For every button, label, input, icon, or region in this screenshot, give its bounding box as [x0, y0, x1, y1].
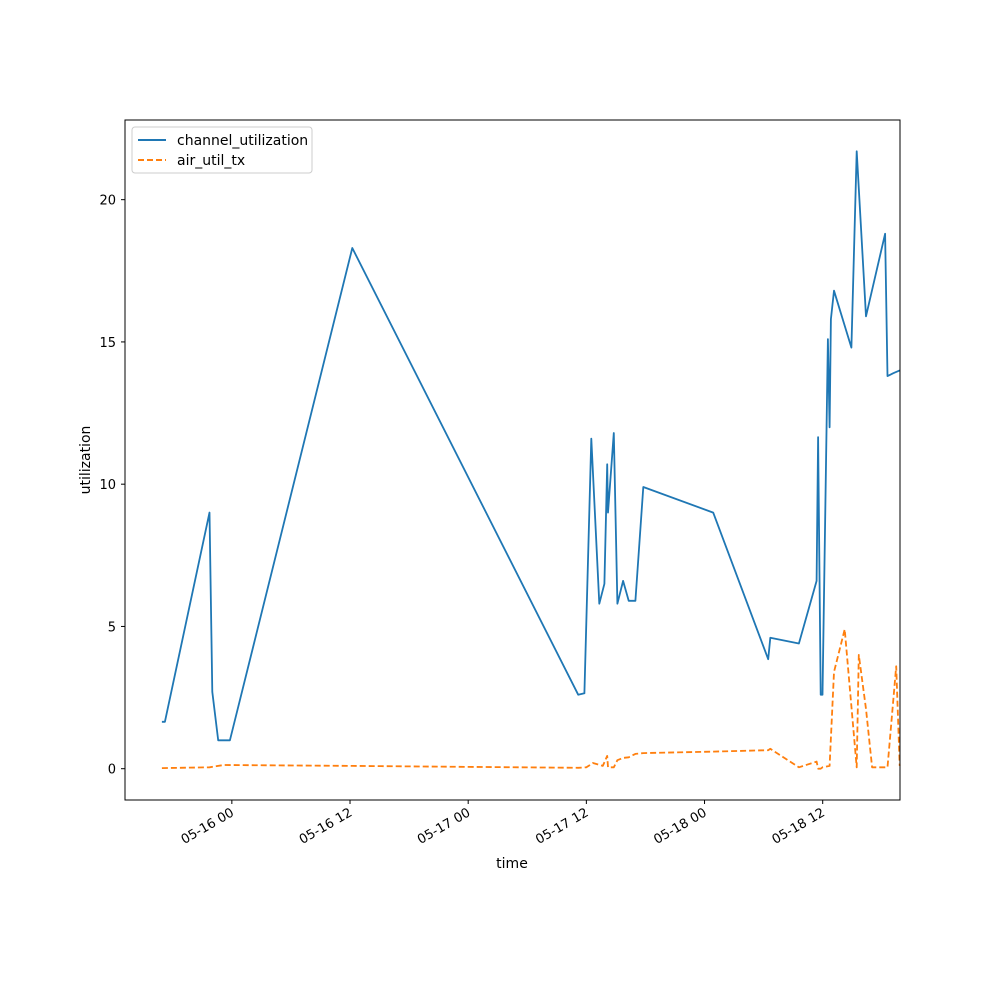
x-axis-title: time: [496, 856, 528, 872]
legend: channel_utilization air_util_tx: [131, 126, 313, 174]
legend-label-channel-utilization: channel_utilization: [177, 133, 308, 149]
y-tick-label: 15: [99, 336, 116, 351]
y-axis-title: utilization: [78, 426, 94, 495]
legend-box: [131, 126, 313, 174]
legend-label-air-util-tx: air_util_tx: [177, 153, 245, 169]
series-line-channel-utilization: [161, 150, 901, 742]
y-tick-label: 10: [99, 478, 116, 493]
y-axis: 0 5 10 15 20: [99, 194, 125, 778]
axes-frame: [124, 119, 901, 801]
y-tick-label: 5: [108, 620, 116, 635]
series-layer: [161, 150, 901, 770]
series-line-air-util-tx: [161, 628, 901, 770]
y-tick-label: 20: [99, 194, 116, 209]
y-tick-label: 0: [108, 763, 116, 778]
